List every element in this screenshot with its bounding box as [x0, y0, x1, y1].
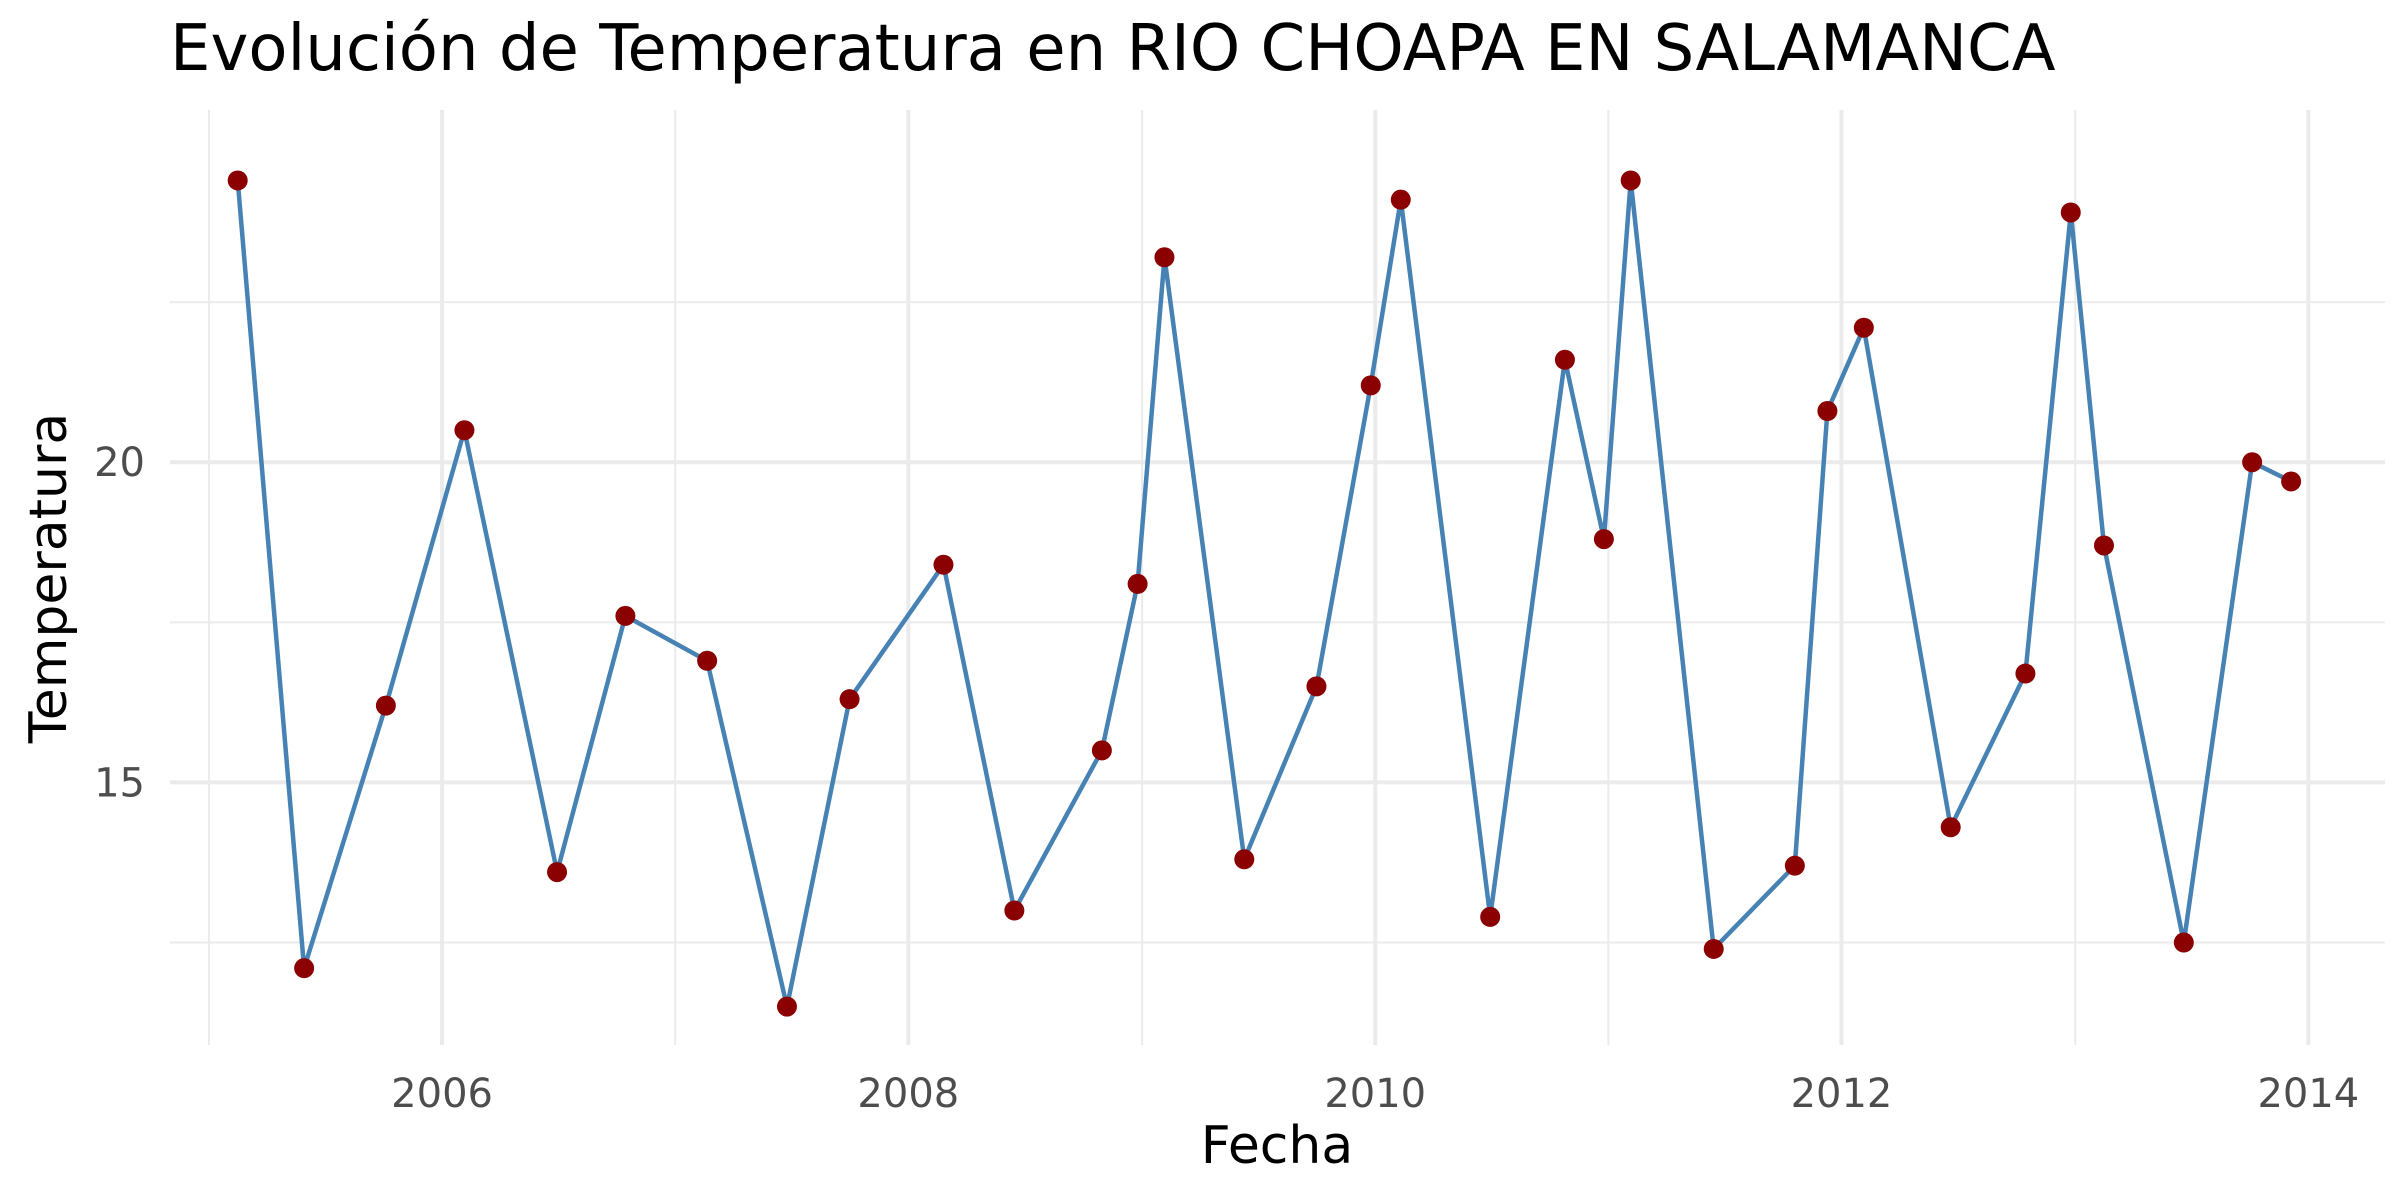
data-point — [1554, 349, 1575, 370]
data-point — [697, 650, 718, 671]
data-point — [375, 695, 396, 716]
data-point — [1784, 855, 1805, 876]
y-axis-title: Temperatura — [19, 413, 79, 744]
data-point — [839, 689, 860, 710]
x-tick-label: 2006 — [391, 1071, 493, 1117]
data-point — [1154, 247, 1175, 268]
x-tick-labels: 2006 2008 2010 2012 2014 — [391, 1071, 2359, 1117]
data-point — [1480, 906, 1501, 927]
data-point — [1703, 938, 1724, 959]
data-point — [1593, 529, 1614, 550]
data-point — [776, 996, 797, 1017]
data-point — [615, 605, 636, 626]
data-point — [1940, 817, 1961, 838]
data-point — [1390, 189, 1411, 210]
data-point — [294, 958, 315, 979]
data-point — [1091, 740, 1112, 761]
data-point — [227, 170, 248, 191]
data-point — [547, 862, 568, 883]
data-point — [1306, 676, 1327, 697]
data-point — [1234, 849, 1255, 870]
data-point — [1817, 400, 1838, 421]
data-point — [2242, 452, 2263, 473]
data-point — [2281, 471, 2302, 492]
data-point — [2060, 202, 2081, 223]
data-point — [1620, 170, 1641, 191]
y-tick-label: 15 — [94, 760, 145, 806]
chart-title: Evolución de Temperatura en RIO CHOAPA E… — [170, 12, 2056, 86]
series-layer — [227, 170, 2302, 1017]
data-point — [933, 554, 954, 575]
x-tick-label: 2010 — [1324, 1071, 1426, 1117]
x-tick-label: 2008 — [857, 1071, 959, 1117]
data-point — [454, 420, 475, 441]
data-point — [1004, 900, 1025, 921]
x-axis-title: Fecha — [1201, 1116, 1353, 1176]
data-point — [2015, 663, 2036, 684]
data-point — [1853, 317, 1874, 338]
x-tick-label: 2012 — [1791, 1071, 1893, 1117]
x-tick-label: 2014 — [2257, 1071, 2359, 1117]
data-point — [1360, 375, 1381, 396]
data-point — [1127, 573, 1148, 594]
data-point — [2173, 932, 2194, 953]
y-tick-label: 20 — [94, 440, 145, 486]
data-point — [2093, 535, 2114, 556]
